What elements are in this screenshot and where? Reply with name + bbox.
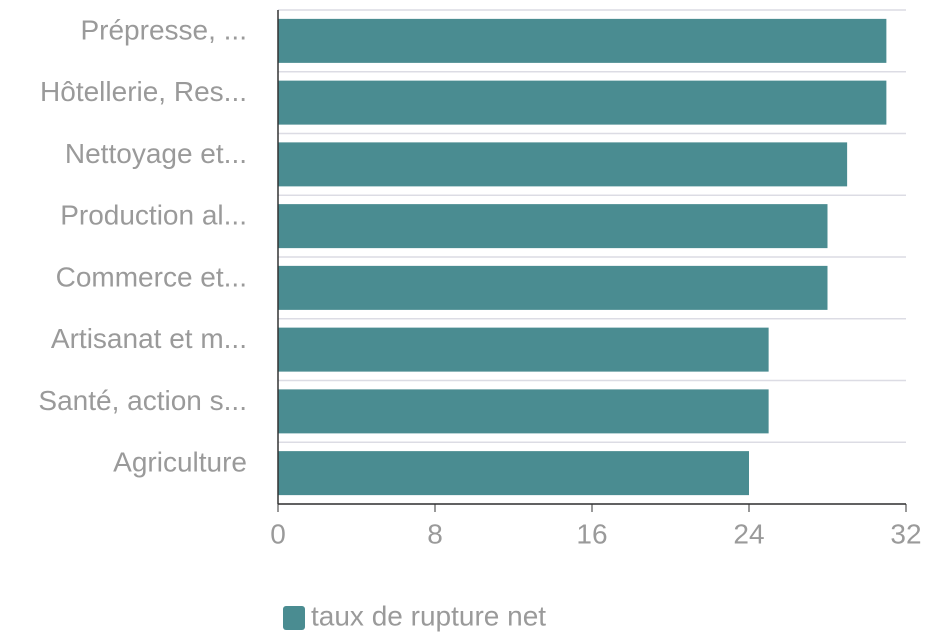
y-tick-label: Commerce et... (56, 261, 247, 292)
x-tick-label: 16 (576, 518, 607, 549)
bar (278, 80, 887, 125)
x-tick-label: 0 (270, 518, 286, 549)
bar (278, 389, 769, 434)
legend-swatch (283, 606, 305, 630)
bar (278, 451, 749, 496)
y-tick-label: Prépresse, ... (80, 14, 247, 45)
x-tick-label: 32 (890, 518, 921, 549)
legend-label: taux de rupture net (311, 600, 546, 631)
y-tick-label: Artisanat et m... (51, 323, 247, 354)
x-tick-label: 24 (733, 518, 764, 549)
y-tick-label: Santé, action s... (38, 385, 247, 416)
bar (278, 265, 828, 310)
bar (278, 142, 848, 187)
y-tick-label: Agriculture (113, 447, 247, 478)
bar (278, 18, 887, 63)
y-tick-label: Hôtellerie, Res... (40, 76, 247, 107)
x-tick-label: 8 (427, 518, 443, 549)
bar (278, 327, 769, 372)
y-tick-label: Nettoyage et... (65, 138, 247, 169)
bar (278, 204, 828, 249)
y-tick-label: Production al... (60, 200, 247, 231)
